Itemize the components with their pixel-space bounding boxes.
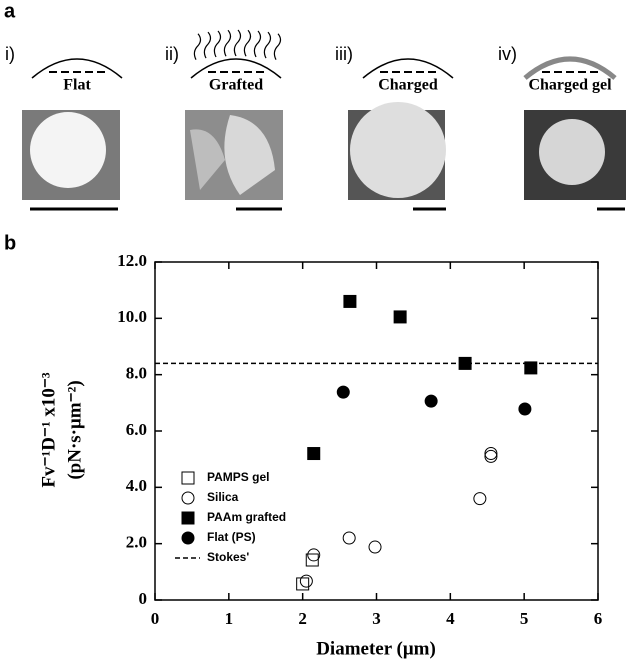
- data-point: [307, 447, 321, 461]
- item-label: Charged gel: [528, 77, 612, 94]
- item-label: Charged: [378, 77, 438, 94]
- graft-chain: [273, 33, 282, 60]
- data-point: [484, 447, 498, 461]
- item-numeral: iii): [335, 44, 353, 64]
- graft-chain: [243, 29, 252, 57]
- particle: [30, 112, 106, 188]
- panel-label: a: [4, 0, 16, 22]
- y-tick-label: 10.0: [117, 307, 147, 326]
- item-label: Flat: [63, 77, 91, 94]
- legend-label: PAMPS gel: [207, 470, 269, 484]
- item-numeral: ii): [165, 44, 179, 64]
- dome: [31, 58, 123, 79]
- data-point: [343, 294, 357, 308]
- particle: [224, 115, 275, 195]
- dome: [190, 58, 282, 79]
- x-tick-label: 0: [151, 609, 160, 628]
- particle: [190, 129, 225, 190]
- item-numeral: i): [5, 44, 15, 64]
- legend-label: Flat (PS): [207, 530, 256, 544]
- item-numeral: iv): [498, 44, 517, 64]
- data-point: [296, 577, 310, 591]
- data-point: [393, 310, 407, 324]
- x-tick-label: 2: [298, 609, 307, 628]
- y-tick-label: 8.0: [126, 364, 147, 383]
- legend-label: Stokes': [207, 550, 249, 564]
- data-point: [299, 574, 313, 588]
- data-point: [458, 356, 472, 370]
- legend-marker: [181, 471, 195, 485]
- y-tick-label: 12.0: [117, 251, 147, 270]
- graft-chain: [263, 31, 272, 59]
- legend-marker: [181, 491, 195, 505]
- data-point: [307, 548, 321, 562]
- legend-label: PAAm grafted: [207, 510, 286, 524]
- y-axis-title: Fv⁻¹D⁻¹ x10⁻³: [38, 372, 59, 488]
- y-tick-label: 4.0: [126, 476, 147, 495]
- graft-chain: [203, 31, 212, 59]
- panel-label: b: [4, 232, 16, 254]
- y-tick-label: 0: [139, 589, 148, 608]
- x-tick-label: 4: [446, 609, 455, 628]
- legend-marker: [181, 511, 195, 525]
- graft-chain: [233, 29, 242, 57]
- data-point: [524, 361, 538, 375]
- legend-label: Silica: [207, 490, 239, 504]
- particle: [350, 102, 446, 198]
- data-point: [424, 394, 438, 408]
- graft-chain: [223, 29, 232, 57]
- data-point: [336, 385, 350, 399]
- legend-marker: [181, 531, 195, 545]
- data-point: [368, 540, 382, 554]
- y-axis-title: (pN·s·μm⁻²): [64, 380, 85, 479]
- data-point: [518, 402, 532, 416]
- x-tick-label: 5: [520, 609, 529, 628]
- data-point: [484, 449, 498, 463]
- particle: [539, 119, 605, 185]
- graft-chain: [213, 30, 222, 58]
- y-tick-label: 6.0: [126, 420, 147, 439]
- data-point: [473, 492, 487, 506]
- data-point: [305, 553, 319, 567]
- graft-chain: [193, 33, 202, 60]
- item-label: Grafted: [209, 77, 263, 94]
- dome: [523, 56, 617, 80]
- data-point: [342, 531, 356, 545]
- dome: [362, 58, 454, 79]
- x-tick-label: 1: [225, 609, 234, 628]
- micrographs: [22, 102, 626, 211]
- x-axis-title: Diameter (μm): [316, 638, 436, 659]
- graft-chain: [253, 30, 262, 58]
- x-tick-label: 3: [372, 609, 381, 628]
- y-tick-label: 2.0: [126, 533, 147, 552]
- x-tick-label: 6: [594, 609, 603, 628]
